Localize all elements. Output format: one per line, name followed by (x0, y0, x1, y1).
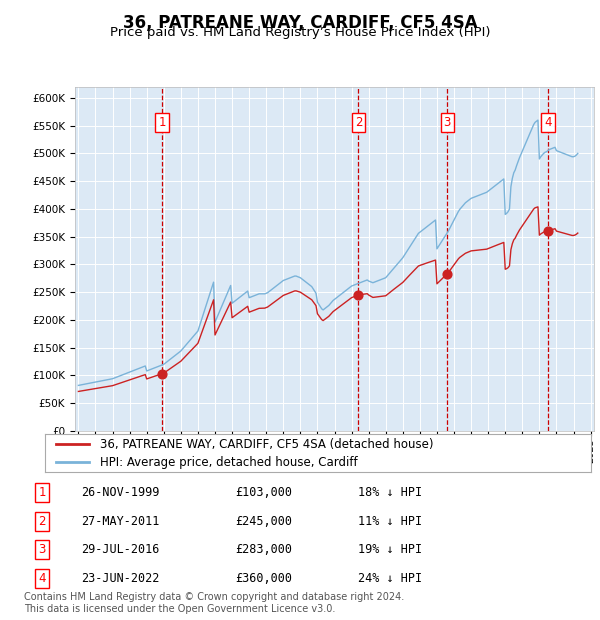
Text: £360,000: £360,000 (235, 572, 293, 585)
Text: 19% ↓ HPI: 19% ↓ HPI (358, 544, 422, 556)
Point (353, 290, 363, 300)
Text: 11% ↓ HPI: 11% ↓ HPI (358, 515, 422, 528)
Text: 27-MAY-2011: 27-MAY-2011 (81, 515, 159, 528)
Text: 4: 4 (544, 117, 551, 130)
Text: 1: 1 (38, 487, 46, 499)
Text: Price paid vs. HM Land Registry’s House Price Index (HPI): Price paid vs. HM Land Registry’s House … (110, 26, 490, 39)
Point (543, 226, 553, 236)
Text: 23-JUN-2022: 23-JUN-2022 (81, 572, 159, 585)
Text: £245,000: £245,000 (235, 515, 293, 528)
Text: Contains HM Land Registry data © Crown copyright and database right 2024.
This d: Contains HM Land Registry data © Crown c… (24, 592, 404, 614)
Text: 1: 1 (158, 117, 166, 130)
Text: 2: 2 (38, 515, 46, 528)
Text: 4: 4 (38, 572, 46, 585)
Text: £283,000: £283,000 (235, 544, 293, 556)
Text: 36, PATREANE WAY, CARDIFF, CF5 4SA: 36, PATREANE WAY, CARDIFF, CF5 4SA (122, 14, 478, 32)
Point (157, 369, 167, 379)
Text: 18% ↓ HPI: 18% ↓ HPI (358, 487, 422, 499)
Text: HPI: Average price, detached house, Cardiff: HPI: Average price, detached house, Card… (100, 456, 357, 469)
Text: 29-JUL-2016: 29-JUL-2016 (81, 544, 159, 556)
Text: 3: 3 (38, 544, 46, 556)
Point (442, 269, 452, 279)
Text: 3: 3 (443, 117, 451, 130)
Text: 24% ↓ HPI: 24% ↓ HPI (358, 572, 422, 585)
Text: £103,000: £103,000 (235, 487, 293, 499)
Text: 26-NOV-1999: 26-NOV-1999 (81, 487, 159, 499)
Text: 2: 2 (355, 117, 362, 130)
Text: 36, PATREANE WAY, CARDIFF, CF5 4SA (detached house): 36, PATREANE WAY, CARDIFF, CF5 4SA (deta… (100, 438, 433, 451)
